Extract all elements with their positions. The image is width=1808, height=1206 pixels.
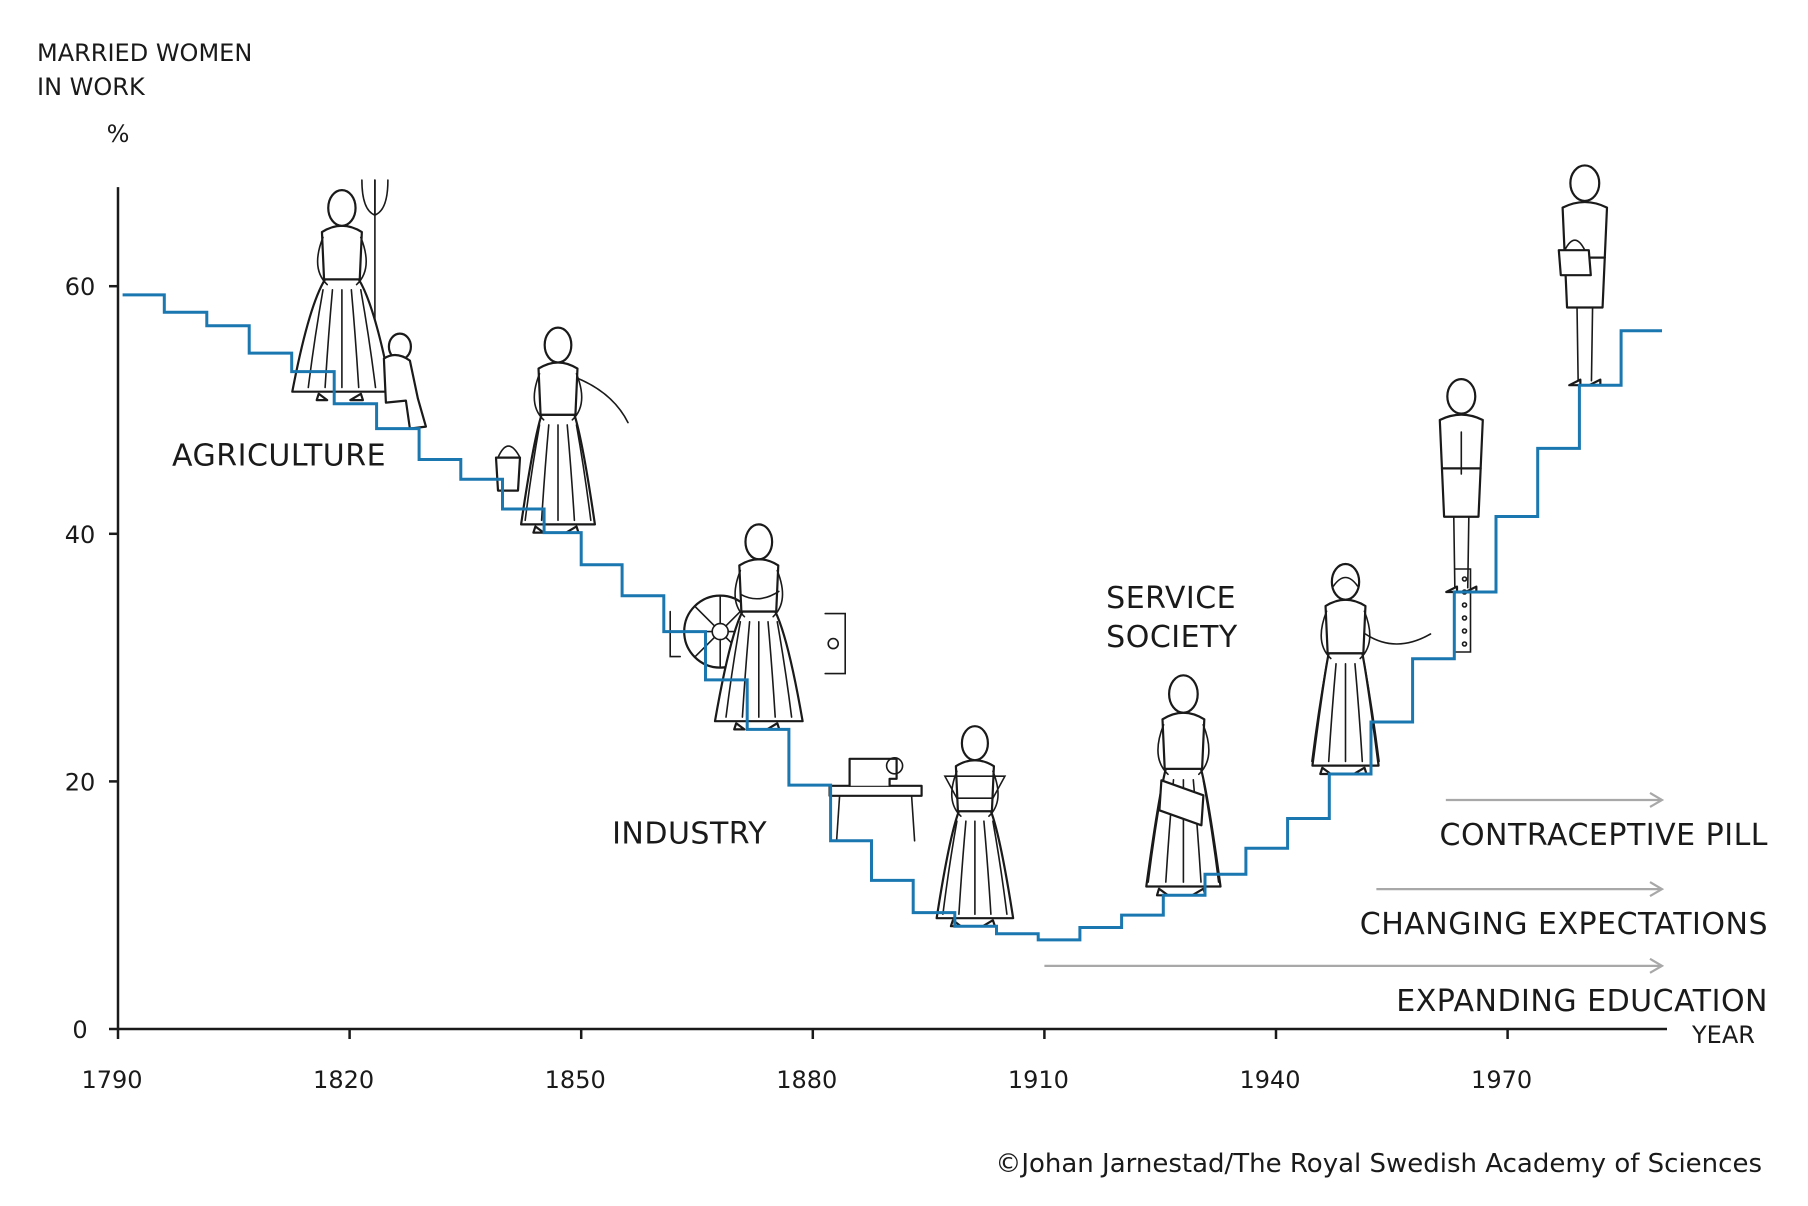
child-sitting-icon	[382, 332, 427, 430]
axes: 0 20 40 60 1790 1820 1850 1880 1910 1940 1970 MARRI…	[37, 39, 1755, 1094]
arrow-head-icon	[1649, 957, 1665, 974]
x-tick-label: 1820	[313, 1066, 374, 1094]
era-label: SERVICE SOCIETY	[1106, 581, 1238, 655]
annotation-label: EXPANDING EDUCATION	[1396, 984, 1768, 1019]
y-tick-label: 20	[65, 768, 96, 796]
annotations: AGRICULTURE INDUSTRY SERVICE SOCIETY CONTRAC…	[172, 439, 1769, 1179]
seamstress-icon	[935, 725, 1015, 928]
series-line	[122, 293, 1662, 942]
series-layer	[122, 293, 1662, 942]
era-label: AGRICULTURE	[172, 439, 386, 474]
y-tick-label: 0	[72, 1016, 87, 1044]
factory-woman-icon	[713, 523, 804, 731]
telephone-operator-icon	[1311, 562, 1472, 776]
y-tick-label: 40	[65, 521, 96, 549]
y-axis-unit: %	[107, 120, 130, 148]
x-tick-label: 1940	[1239, 1066, 1300, 1094]
woman-with-book-icon	[1145, 674, 1222, 897]
x-tick-label: 1850	[545, 1066, 606, 1094]
woman-with-handbag-icon	[1557, 164, 1609, 387]
credit-text: ©Johan Jarnestad/The Royal Swedish Acade…	[995, 1149, 1762, 1179]
y-axis-title: MARRIED WOMEN IN WORK	[37, 39, 252, 101]
era-label: INDUSTRY	[612, 816, 767, 851]
x-tick-label: 1970	[1471, 1066, 1532, 1094]
annotation-label: CHANGING EXPECTATIONS	[1360, 907, 1768, 942]
x-tick-label: 1880	[776, 1066, 837, 1094]
arrow-head-icon	[1649, 792, 1665, 808]
illustrations	[291, 164, 1609, 928]
annotation-label: CONTRACEPTIVE PILL	[1440, 818, 1769, 853]
sewing-machine-icon	[828, 756, 923, 842]
farm-woman-with-pitchfork-icon	[291, 179, 393, 402]
x-tick-label: 1910	[1008, 1066, 1069, 1094]
x-tick-label: 1790	[81, 1066, 142, 1094]
milkmaid-with-bucket-icon	[494, 326, 629, 534]
arrow-head-icon	[1649, 881, 1665, 898]
y-tick-label: 60	[65, 273, 96, 301]
x-axis-title: YEAR	[1691, 1021, 1755, 1049]
office-woman-icon	[1438, 378, 1484, 594]
